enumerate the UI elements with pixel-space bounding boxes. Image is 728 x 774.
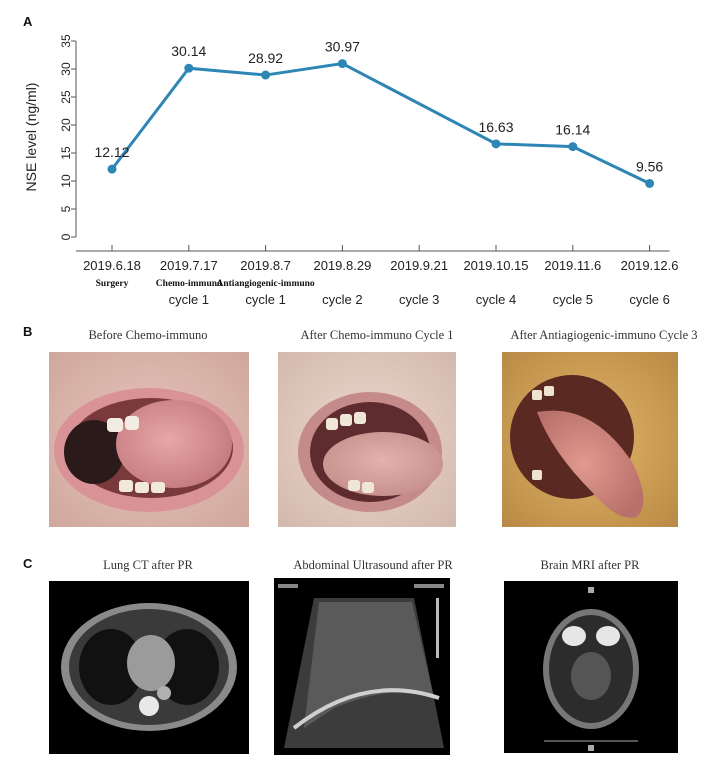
data-point	[337, 59, 347, 69]
data-point	[261, 70, 271, 80]
x-tick-label: 2019.6.18	[83, 258, 141, 273]
x-tick-label: 2019.9.21	[390, 258, 448, 273]
data-point	[645, 178, 655, 188]
lung-ct-image	[49, 581, 249, 754]
scan-caption-1: Lung CT after PR	[103, 558, 193, 572]
y-tick-label: 35	[59, 34, 73, 48]
y-tick-label: 5	[59, 205, 73, 212]
x-tick-label: 2019.10.15	[463, 258, 528, 273]
x-tick-label: 2019.12.6	[621, 258, 679, 273]
data-point	[107, 164, 117, 174]
y-tick-label: 15	[59, 146, 73, 160]
panel-c-label: C	[23, 556, 33, 571]
y-tick-label: 25	[59, 90, 73, 104]
x-tick-label: 2019.8.29	[313, 258, 371, 273]
x-tick-label: 2019.11.6	[544, 258, 601, 273]
scan-caption-3: Brain MRI after PR	[540, 558, 640, 572]
data-label: 30.97	[325, 39, 360, 55]
y-tick-label: 0	[59, 233, 73, 240]
treatment-label: Surgery	[96, 279, 129, 289]
data-label: 16.63	[478, 119, 513, 135]
panel-a-label: A	[23, 14, 33, 29]
y-tick-label: 20	[59, 118, 73, 132]
cycle-label: cycle 1	[169, 292, 209, 307]
data-point	[568, 142, 578, 152]
cycle-label: cycle 1	[245, 292, 285, 307]
oral-photo-after-chemo-immuno-cycle-1	[278, 352, 456, 527]
x-tick-label: 2019.8.7	[240, 258, 291, 273]
nse-line-chart: 0 5 10 15 20 25 30 35 NSE level (ng/ml) 2019.6.18…	[23, 34, 679, 307]
data-label: 9.56	[636, 158, 663, 174]
oral-photo-caption-1: Before Chemo-immuno	[88, 328, 208, 342]
oral-photo-after-antiangiogenic-immuno-cycle-3	[502, 352, 678, 527]
treatment-label: Antiangiogenic-immuno	[217, 279, 315, 289]
data-label: 16.14	[555, 122, 590, 138]
y-axis-title: NSE level (ng/ml)	[23, 83, 39, 192]
data-label: 12.12	[94, 144, 129, 160]
y-tick-label: 30	[59, 62, 73, 76]
abdominal-ultrasound-image	[274, 578, 450, 755]
data-label: 28.92	[248, 50, 283, 66]
x-tick-label: 2019.7.17	[160, 258, 218, 273]
oral-photo-caption-2: After Chemo-immuno Cycle 1	[300, 328, 454, 342]
cycle-label: cycle 4	[476, 292, 516, 307]
cycle-label: cycle 3	[399, 292, 439, 307]
oral-photo-caption-3: After Antiagiogenic-immuno Cycle 3	[510, 328, 698, 342]
brain-mri-image	[504, 581, 678, 753]
data-point	[184, 63, 194, 73]
data-label: 30.14	[171, 43, 206, 59]
cycle-label: cycle 6	[629, 292, 669, 307]
oral-photo-before-chemo-immuno	[49, 352, 249, 527]
treatment-label: Chemo-immuno	[156, 279, 222, 289]
data-point	[491, 139, 501, 149]
cycle-label: cycle 5	[553, 292, 593, 307]
y-tick-label: 10	[59, 174, 73, 188]
panel-b-label: B	[23, 324, 33, 339]
cycle-label: cycle 2	[322, 292, 362, 307]
scan-caption-2: Abdominal Ultrasound after PR	[293, 558, 453, 572]
